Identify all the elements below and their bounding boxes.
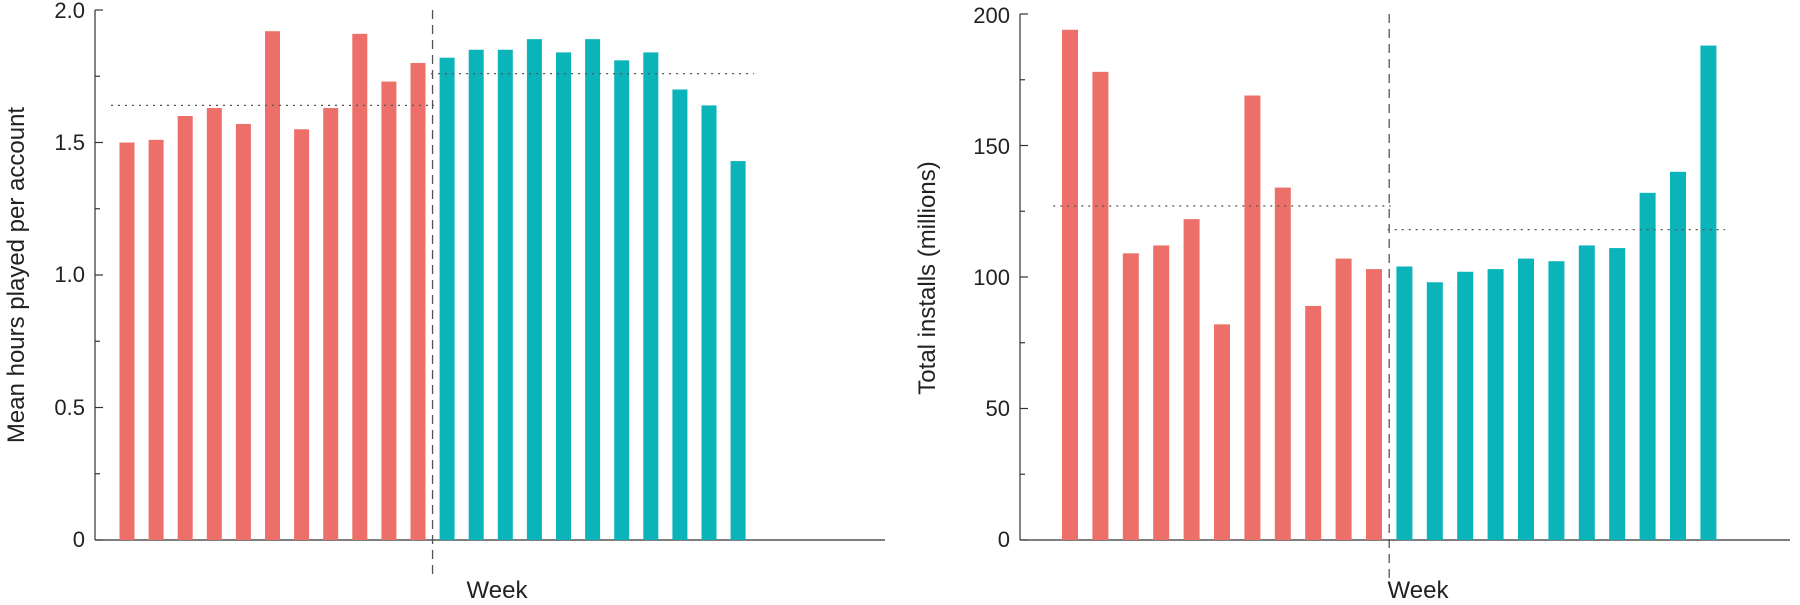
bar-before (265, 31, 280, 540)
bar-after (439, 57, 455, 540)
bar-after (1670, 171, 1686, 541)
y-axis-label: Mean hours played per account (3, 107, 30, 444)
y-tick-label: 0.5 (54, 395, 85, 420)
y-tick-label: 1.0 (54, 262, 85, 287)
bar-after (526, 39, 542, 541)
bar-after (1639, 192, 1656, 540)
bar-after (730, 161, 746, 541)
y-tick-label: 2.0 (54, 0, 85, 23)
bar-before (323, 108, 339, 541)
bar-before (410, 63, 426, 540)
bar-before (1305, 305, 1322, 540)
bar-after (497, 49, 513, 540)
bar-before (1335, 258, 1352, 540)
bar-after (1396, 266, 1413, 540)
bar-after (1426, 282, 1443, 540)
y-tick-label: 100 (973, 265, 1010, 290)
bar-after (1548, 261, 1565, 540)
bar-before (1366, 269, 1382, 540)
bar-after (1457, 271, 1474, 540)
bar-after (701, 105, 717, 541)
bar-before (1183, 219, 1200, 540)
bar-before (352, 33, 368, 540)
bar-before (1244, 95, 1261, 540)
bar-after (585, 39, 601, 541)
bar-before (235, 123, 251, 540)
bar-after (1487, 269, 1504, 540)
bar-after (672, 89, 688, 540)
bar-before (294, 129, 310, 540)
bar-before (148, 139, 164, 540)
total-installs-chart: 0 50 100 150 200 Week Total installs (mi… (914, 3, 1790, 604)
y-tick-label: 150 (973, 134, 1010, 159)
bar-after (1578, 245, 1595, 540)
bar-before (1122, 253, 1139, 540)
bar-after (1609, 248, 1626, 540)
bar-before (119, 142, 135, 540)
bar-before (1274, 187, 1291, 540)
x-axis-label: Week (467, 577, 529, 604)
bar-before (1092, 71, 1109, 541)
bar-before (1062, 29, 1078, 541)
bar-before (206, 108, 222, 541)
bar-before (177, 116, 193, 540)
y-tick-label: 200 (973, 3, 1010, 28)
bar-after (1700, 45, 1717, 541)
bar-before (381, 81, 397, 541)
y-axis-label: Total installs (millions) (914, 161, 941, 394)
bar-after (614, 60, 630, 540)
y-tick-label: 1.5 (54, 130, 85, 155)
bar-after (556, 52, 571, 541)
y-tick-label: 0 (73, 527, 85, 552)
hours-played-chart: 0 0.5 1.0 1.5 2.0 Week Mean hours played… (3, 0, 885, 604)
bar-after (1518, 258, 1534, 540)
bar-after (468, 49, 484, 540)
bar-before (1153, 245, 1170, 540)
bar-before (1214, 324, 1230, 540)
x-axis-label: Week (1388, 577, 1450, 604)
y-tick-label: 50 (986, 396, 1010, 421)
y-tick-label: 0 (998, 527, 1010, 552)
bar-after (643, 52, 659, 541)
